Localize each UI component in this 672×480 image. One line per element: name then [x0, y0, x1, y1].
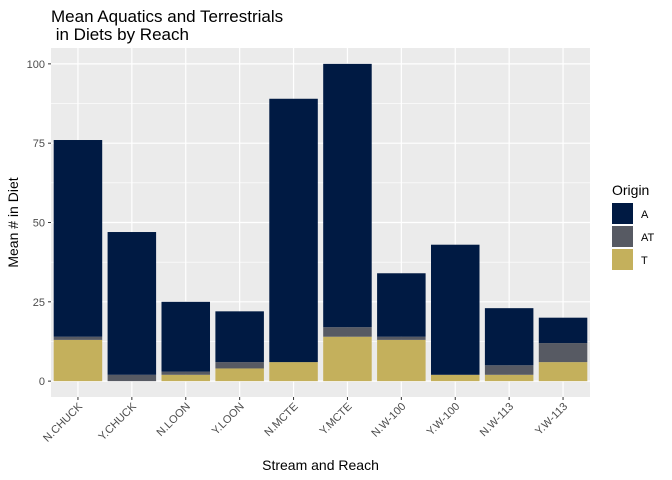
chart-title: Mean Aquatics and Terrestrials in Diets …	[51, 7, 283, 44]
x-tick-label: N.LOON	[155, 401, 193, 439]
bar-n-w-113-t	[484, 374, 534, 382]
x-tick-label: Y.LOON	[210, 401, 247, 438]
bar-y-mcte-a	[323, 63, 372, 328]
x-tick-label: Y.MCTE	[318, 401, 355, 438]
bar-y-chuck-a	[107, 232, 157, 375]
x-axis-title: Stream and Reach	[262, 457, 379, 473]
bar-y-w-100-t	[430, 374, 480, 382]
legend-label-at: AT	[641, 232, 655, 244]
bar-n-w-100-t	[377, 339, 426, 382]
bar-n-chuck-t	[53, 339, 103, 382]
bar-y-chuck-at	[107, 374, 157, 382]
bar-n-mcte-a	[269, 98, 318, 363]
bar-n-loon-a	[161, 301, 211, 372]
y-axis-ticks: 0 25 50 75 100	[27, 59, 51, 388]
x-tick-label: N.MCTE	[262, 401, 300, 439]
bar-y-mcte-at	[323, 327, 372, 337]
bar-n-w-100-at	[377, 336, 426, 340]
x-tick-label: N.W-113	[478, 401, 516, 439]
x-tick-label: Y.W-113	[533, 401, 570, 438]
bar-y-w-113-at	[538, 343, 588, 363]
x-tick-label: N.W-100	[369, 401, 408, 440]
y-tick-label: 0	[39, 376, 45, 388]
legend-label-a: A	[641, 209, 649, 221]
legend-key-at	[612, 226, 633, 247]
y-axis-title: Mean # in Diet	[5, 177, 21, 267]
legend-key-a	[612, 203, 633, 224]
bar-n-loon-t	[161, 374, 211, 382]
bar-n-loon-at	[161, 371, 211, 375]
chart-title-line-1: Mean Aquatics and Terrestrials	[51, 7, 283, 26]
y-tick-label: 100	[27, 59, 45, 71]
bar-y-w-113-a	[538, 317, 588, 344]
bar-n-chuck-a	[53, 140, 103, 337]
bar-n-w-113-a	[484, 308, 534, 366]
bar-n-chuck-at	[53, 336, 103, 340]
bar-n-w-113-at	[484, 365, 534, 375]
y-tick-label: 75	[33, 138, 45, 150]
bar-y-w-113-t	[538, 362, 588, 382]
bar-n-mcte-t	[269, 362, 318, 382]
legend: Origin A AT T	[612, 182, 655, 270]
bar-y-w-100-a	[430, 244, 480, 375]
x-tick-label: Y.W-100	[425, 401, 463, 439]
y-tick-label: 50	[33, 218, 45, 230]
x-axis-ticks: N.CHUCK Y.CHUCK N.LOON Y.LOON N.MCTE Y.MCTE N.…	[41, 397, 570, 445]
bar-n-w-100-a	[377, 273, 426, 337]
bar-y-mcte-t	[323, 336, 372, 382]
legend-title: Origin	[612, 182, 649, 198]
x-tick-label: N.CHUCK	[41, 400, 85, 444]
bar-y-loon-t	[215, 368, 264, 382]
chart-title-line-2: in Diets by Reach	[51, 25, 189, 44]
bars	[53, 63, 588, 382]
legend-key-t	[612, 249, 633, 270]
bar-y-loon-a	[215, 311, 264, 363]
x-tick-label: Y.CHUCK	[96, 400, 139, 443]
y-tick-label: 25	[33, 297, 45, 309]
legend-label-t: T	[641, 255, 648, 267]
bar-y-loon-at	[215, 362, 264, 369]
